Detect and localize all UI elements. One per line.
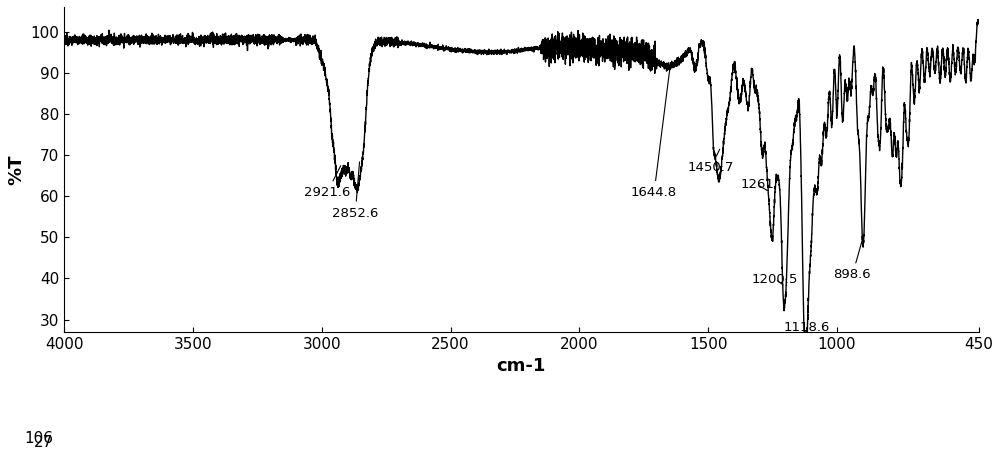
Text: 1118.6: 1118.6 [783, 321, 830, 334]
X-axis label: cm-1: cm-1 [497, 357, 546, 375]
Text: 106: 106 [24, 431, 53, 446]
Text: 2852.6: 2852.6 [332, 162, 378, 219]
Text: 898.6: 898.6 [834, 240, 871, 282]
Text: 1644.8: 1644.8 [631, 63, 677, 199]
Text: 1200.5: 1200.5 [752, 273, 798, 285]
Text: 1450.7: 1450.7 [688, 149, 734, 174]
Text: 1261: 1261 [740, 178, 774, 191]
Y-axis label: %T: %T [7, 154, 25, 185]
Text: 27: 27 [34, 435, 53, 450]
Text: 2921.6: 2921.6 [304, 166, 350, 199]
